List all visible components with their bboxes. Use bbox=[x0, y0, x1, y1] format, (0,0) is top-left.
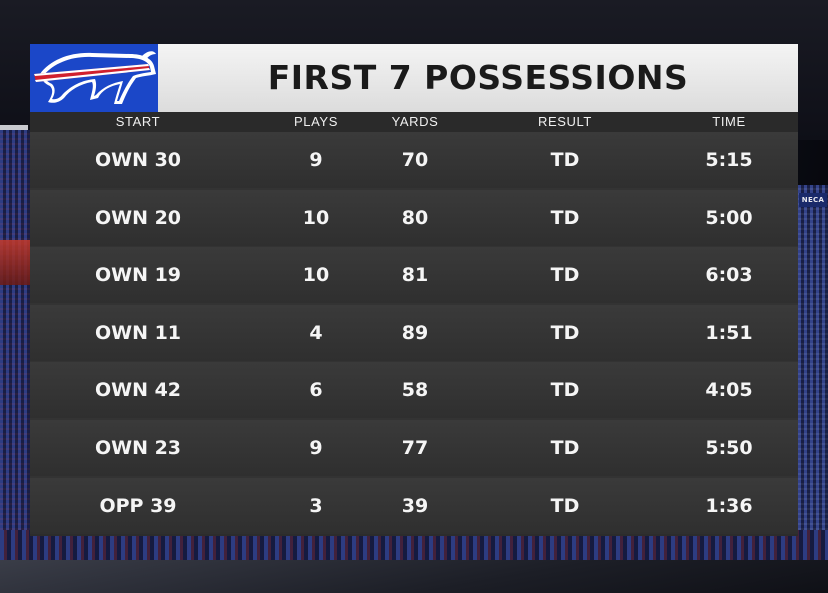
yards-cell: 81 bbox=[401, 264, 429, 287]
yards-cell: 80 bbox=[401, 206, 429, 229]
result-cell: TD bbox=[550, 379, 580, 402]
crowd-left bbox=[0, 130, 32, 560]
result-cell: TD bbox=[550, 494, 580, 517]
start-cell: OWN 19 bbox=[94, 264, 182, 287]
stadium-railing bbox=[0, 560, 828, 593]
time-cell: 6:03 bbox=[705, 264, 753, 287]
buffalo-logo-icon bbox=[30, 44, 158, 112]
column-header-time: TIME bbox=[712, 114, 746, 129]
column-header-start: START bbox=[115, 114, 161, 129]
time-cell: 1:36 bbox=[705, 494, 753, 517]
plays-cell: 4 bbox=[309, 321, 323, 344]
result-cell: TD bbox=[550, 436, 580, 459]
yards-cell: 39 bbox=[401, 494, 429, 517]
result-cell: TD bbox=[550, 321, 580, 344]
time-cell: 4:05 bbox=[705, 379, 753, 402]
yards-cell: 58 bbox=[401, 379, 429, 402]
column-header-row: START PLAYS YARDS RESULT TIME bbox=[30, 112, 798, 132]
yards-cell: 89 bbox=[401, 321, 429, 344]
plays-cell: 9 bbox=[309, 436, 323, 459]
column-header-yards: YARDS bbox=[391, 114, 439, 129]
possessions-graphic: FIRST 7 POSSESSIONS START PLAYS YARDS RE… bbox=[30, 44, 798, 536]
start-cell: OPP 39 bbox=[99, 494, 177, 517]
plays-cell: 10 bbox=[302, 206, 330, 229]
table-row: OWN 30 9 70 TD 5:15 bbox=[30, 132, 798, 188]
column-header-result: RESULT bbox=[538, 114, 592, 129]
table-row: OWN 19 10 81 TD 6:03 bbox=[30, 247, 798, 304]
time-cell: 1:51 bbox=[705, 321, 753, 344]
result-cell: TD bbox=[550, 264, 580, 287]
table-row: OWN 42 6 58 TD 4:05 bbox=[30, 362, 798, 419]
time-cell: 5:00 bbox=[705, 206, 753, 229]
start-cell: OWN 42 bbox=[94, 379, 182, 402]
table-row: OWN 11 4 89 TD 1:51 bbox=[30, 304, 798, 361]
table-row: OWN 23 9 77 TD 5:50 bbox=[30, 419, 798, 476]
plays-cell: 9 bbox=[309, 149, 323, 171]
start-cell: OWN 20 bbox=[94, 206, 182, 229]
team-logo bbox=[30, 44, 158, 112]
table-row: OWN 20 10 80 TD 5:00 bbox=[30, 189, 798, 246]
yards-cell: 70 bbox=[401, 149, 429, 171]
graphic-header: FIRST 7 POSSESSIONS bbox=[30, 44, 798, 112]
stadium-lights bbox=[0, 240, 32, 285]
plays-cell: 6 bbox=[309, 379, 323, 402]
graphic-title: FIRST 7 POSSESSIONS bbox=[267, 58, 689, 97]
start-cell: OWN 30 bbox=[94, 149, 182, 171]
plays-cell: 3 bbox=[309, 494, 323, 517]
time-cell: 5:50 bbox=[705, 436, 753, 459]
column-header-plays: PLAYS bbox=[294, 114, 338, 129]
possessions-table: OWN 30 9 70 TD 5:15 OWN 20 10 80 TD 5:00… bbox=[30, 132, 798, 534]
stadium-sign: NECA bbox=[799, 193, 827, 207]
plays-cell: 10 bbox=[302, 264, 330, 287]
crowd-right bbox=[798, 185, 828, 560]
yards-cell: 77 bbox=[401, 436, 429, 459]
start-cell: OWN 23 bbox=[94, 436, 182, 459]
result-cell: TD bbox=[550, 206, 580, 229]
time-cell: 5:15 bbox=[705, 149, 753, 171]
table-row: OPP 39 3 39 TD 1:36 bbox=[30, 477, 798, 534]
result-cell: TD bbox=[550, 149, 580, 171]
start-cell: OWN 11 bbox=[94, 321, 182, 344]
